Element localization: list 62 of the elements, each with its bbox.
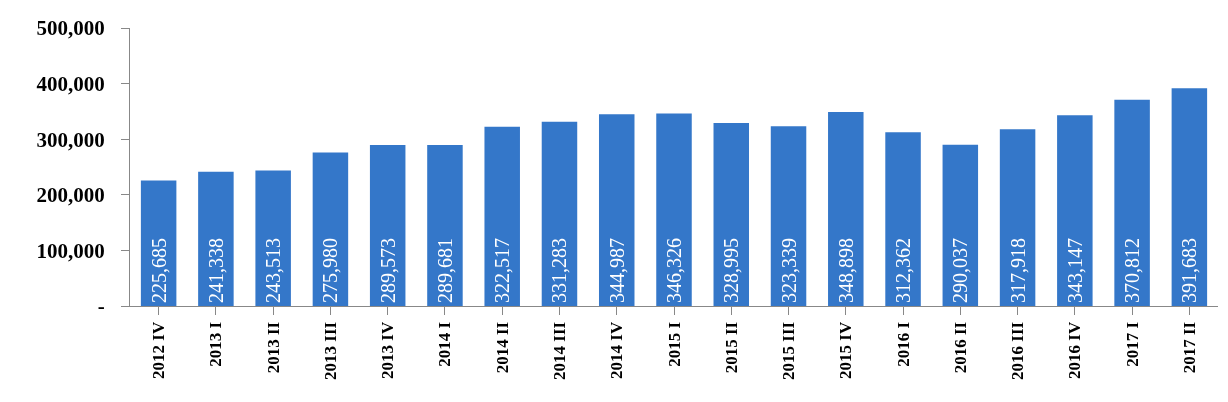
data-label: 331,283 [548,238,571,303]
data-label: 370,812 [1121,238,1144,303]
data-label: 241,338 [204,238,227,303]
bar [312,152,349,306]
bar [656,113,692,306]
x-tick-label: 2014 III [549,321,569,380]
bar [598,114,635,306]
data-label: 323,339 [777,238,800,303]
bar [198,171,234,306]
bar [255,170,291,306]
data-label: 243,513 [262,238,285,303]
data-label: 275,980 [319,238,342,303]
data-label: 344,987 [605,238,628,303]
bar [1114,99,1150,306]
x-tick-label: 2015 IV [836,321,856,379]
data-label: 322,517 [491,238,514,303]
bar [484,126,520,306]
x-tick-label: 2016 I [893,321,913,367]
bar [541,121,578,306]
x-tick-label: 2015 I [664,321,684,367]
bar [828,112,864,306]
x-tick-label: 2012 IV [149,321,169,379]
x-tick-label: 2017 I [1122,321,1142,367]
x-tick-label: 2014 I [435,321,455,367]
data-label: 225,685 [147,238,170,303]
data-label: 348,898 [834,238,857,303]
bar [942,144,979,306]
data-label: 290,037 [949,238,972,303]
bar [427,144,463,306]
x-tick-label: 2017 II [1179,321,1199,374]
y-tick-label: 300,000 [36,127,105,152]
bar [369,145,406,306]
bar [885,132,921,306]
y-tick-label: 200,000 [36,183,105,208]
x-tick-label: 2013 II [263,321,283,374]
x-tick-label: 2015 II [721,321,741,374]
data-label: 328,995 [720,238,743,303]
data-label: 317,918 [1006,238,1029,303]
x-tick-label: 2016 IV [1065,321,1085,379]
x-tick-label: 2013 III [320,321,340,380]
data-label: 312,362 [892,238,915,303]
data-label: 391,683 [1178,238,1201,303]
data-label: 346,326 [663,238,685,303]
bar [770,126,807,306]
data-label: 289,573 [376,238,399,303]
y-tick-label: - [97,294,105,319]
y-tick-label: 500,000 [36,16,105,41]
x-tick-label: 2016 II [950,321,970,374]
x-tick-label: 2013 IV [378,321,398,379]
data-label: 289,681 [433,238,456,303]
x-tick-label: 2016 III [1008,321,1028,380]
bar [1057,115,1093,306]
x-tick-label: 2014 II [492,321,512,374]
y-tick-label: 100,000 [36,238,105,263]
x-tick-label: 2013 I [206,321,226,367]
y-tick-label: 400,000 [36,71,105,96]
data-label: 343,147 [1063,238,1086,303]
bar [999,129,1036,306]
bar [713,123,750,306]
bar [1171,88,1208,306]
x-tick-label: 2014 IV [607,321,627,379]
x-tick-label: 2015 III [779,321,799,380]
